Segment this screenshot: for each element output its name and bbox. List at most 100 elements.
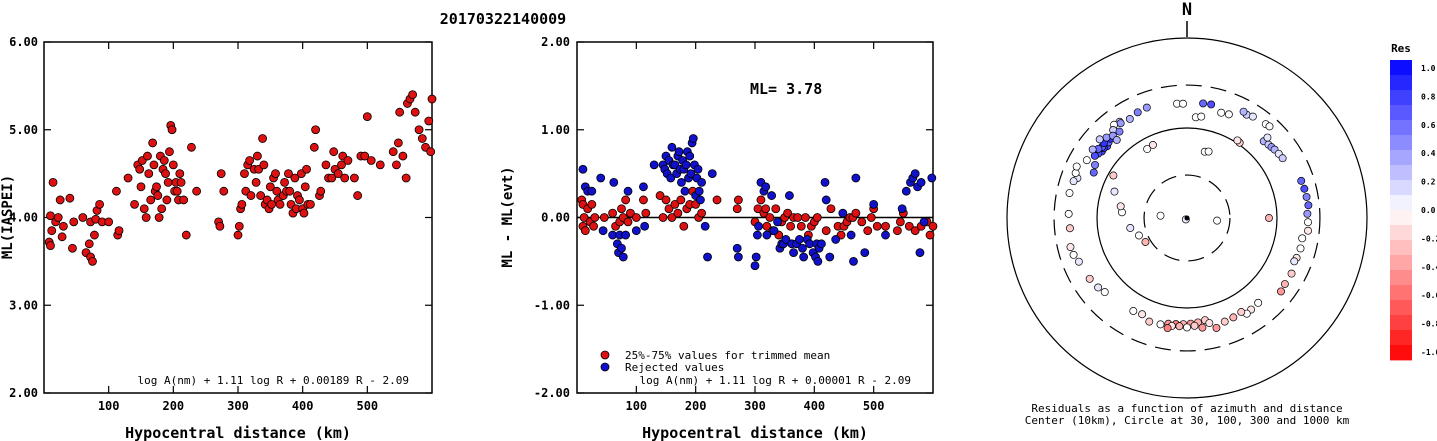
trimmed-point xyxy=(658,213,668,222)
rejected-point xyxy=(831,235,841,244)
rejected-point xyxy=(851,173,861,183)
trimmed-point xyxy=(925,230,935,240)
colorbar-tick-label: 0.6 xyxy=(1421,121,1436,130)
station-point xyxy=(1095,135,1104,144)
station-point xyxy=(1265,122,1274,131)
colorbar-cell xyxy=(1390,165,1412,181)
data-point xyxy=(360,151,370,161)
data-point xyxy=(144,169,154,179)
station-point xyxy=(1239,107,1248,116)
station-point xyxy=(1091,160,1099,169)
trimmed-point xyxy=(673,208,683,218)
colorbar-cell xyxy=(1390,255,1412,271)
legend-marker-trimmed xyxy=(600,350,610,360)
station-point xyxy=(1071,169,1080,177)
data-point xyxy=(123,173,133,183)
y-tick-label: 0.00 xyxy=(541,211,570,225)
rejected-point xyxy=(919,217,929,227)
station-point xyxy=(1265,214,1273,222)
y-tick-label: -1.00 xyxy=(534,298,570,312)
colorbar-cell xyxy=(1390,135,1412,151)
station-point xyxy=(1229,313,1238,322)
data-point xyxy=(237,199,247,209)
data-point xyxy=(95,199,105,209)
data-point xyxy=(78,213,88,222)
data-point xyxy=(233,230,243,240)
panel-ml-residual: 2.00 1.00 0.00 -1.00 -2.00 100 200 300 400 500 M… xyxy=(500,35,938,441)
station-point xyxy=(1066,243,1075,252)
data-point xyxy=(300,182,310,192)
data-point xyxy=(362,112,372,121)
data-point xyxy=(388,147,398,157)
data-point xyxy=(267,199,277,209)
rejected-point xyxy=(849,256,858,266)
station-point xyxy=(1069,250,1078,259)
colorbar-cell xyxy=(1390,105,1412,121)
trimmed-point xyxy=(851,208,861,218)
rejected-point xyxy=(860,248,870,258)
station-point xyxy=(1125,115,1134,123)
trimmed-point xyxy=(590,213,600,222)
north-label: N xyxy=(1182,0,1192,20)
data-point xyxy=(259,160,269,170)
data-point xyxy=(59,221,68,231)
station-point xyxy=(1213,216,1222,225)
data-point xyxy=(68,243,77,253)
station-point xyxy=(1138,310,1147,319)
station-point xyxy=(1298,234,1307,243)
colorbar-tick-label: 0.4 xyxy=(1421,149,1436,158)
station-point xyxy=(1297,176,1306,185)
x-tick-labels: 100 200 300 400 500 xyxy=(98,42,378,413)
rejected-point xyxy=(639,182,648,192)
y-axis-label: ML(IASPEI) xyxy=(0,175,16,259)
data-point xyxy=(398,151,408,161)
data-point xyxy=(163,177,173,187)
x-tick-labels: 100 200 300 400 500 xyxy=(625,42,885,413)
x-tick-label: 300 xyxy=(227,399,249,413)
y-tick-label: 2.00 xyxy=(541,35,570,49)
x-tick-label: 100 xyxy=(98,399,120,413)
trimmed-point xyxy=(893,226,902,236)
station-point xyxy=(1190,321,1199,330)
trimmed-point xyxy=(679,221,689,231)
formula-label: log A(nm) + 1.11 log R + 0.00001 R - 2.0… xyxy=(639,374,911,387)
rejected-point xyxy=(596,173,606,183)
trimmed-point xyxy=(697,208,706,218)
data-point xyxy=(393,138,403,148)
trimmed-point xyxy=(623,217,633,227)
data-point xyxy=(176,177,186,187)
data-point xyxy=(349,173,359,183)
distance-ring xyxy=(1096,127,1278,309)
station-point xyxy=(1302,192,1311,201)
data-point xyxy=(161,169,170,179)
x-tick-label: 500 xyxy=(863,399,885,413)
colorbar-cell xyxy=(1390,210,1412,226)
data-point xyxy=(295,195,304,205)
trimmed-point xyxy=(732,204,742,214)
data-point xyxy=(104,217,114,227)
data-point xyxy=(90,230,99,240)
trimmed-point xyxy=(617,204,626,214)
legend-marker-rejected xyxy=(600,362,610,372)
station-point xyxy=(1237,308,1246,316)
colorbar-cell xyxy=(1390,330,1412,346)
data-point xyxy=(316,186,326,196)
legend-label-rejected: Rejected values xyxy=(625,361,724,374)
station-point xyxy=(1290,257,1299,266)
data-point xyxy=(136,182,146,192)
rejected-point xyxy=(680,186,690,196)
rejected-point xyxy=(798,243,807,253)
rejected-point xyxy=(751,252,761,262)
rejected-point xyxy=(781,235,791,244)
rejected-point xyxy=(769,226,779,236)
colorbar-cell xyxy=(1390,180,1412,196)
colorbar-cell xyxy=(1390,195,1412,211)
rejected-point xyxy=(685,151,695,161)
data-point xyxy=(141,213,151,222)
data-points xyxy=(44,90,437,266)
data-point xyxy=(46,241,55,250)
data-point xyxy=(153,191,163,200)
data-point xyxy=(343,156,353,165)
rejected-point xyxy=(631,226,641,236)
data-point xyxy=(258,134,267,143)
